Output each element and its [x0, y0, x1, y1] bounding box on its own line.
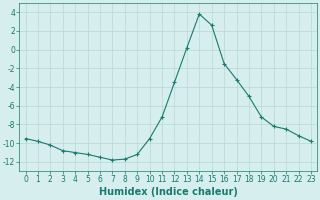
X-axis label: Humidex (Indice chaleur): Humidex (Indice chaleur) [99, 187, 238, 197]
